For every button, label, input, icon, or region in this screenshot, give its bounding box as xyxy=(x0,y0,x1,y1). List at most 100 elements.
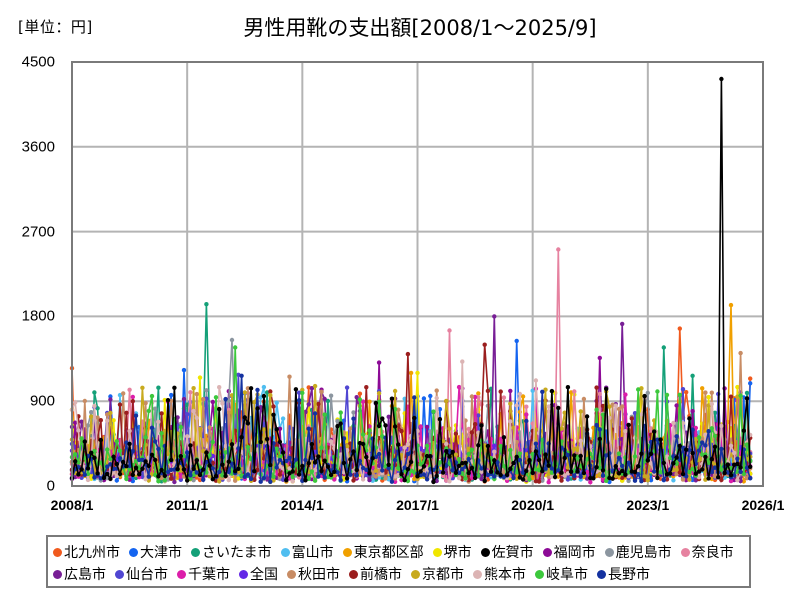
legend-item: 鹿児島市 xyxy=(604,542,672,562)
data-point xyxy=(565,452,571,458)
data-point xyxy=(92,455,97,460)
data-point xyxy=(309,455,315,461)
data-point xyxy=(245,421,251,426)
data-point xyxy=(632,411,638,416)
data-point xyxy=(322,396,327,402)
data-point xyxy=(156,446,161,452)
data-point xyxy=(668,471,673,476)
data-point xyxy=(476,443,481,448)
data-point xyxy=(117,448,123,453)
data-point xyxy=(620,404,625,409)
legend-item: 堺市 xyxy=(432,542,472,562)
data-point xyxy=(351,449,356,454)
data-point xyxy=(146,474,151,479)
data-point xyxy=(517,475,523,480)
data-point xyxy=(428,393,433,399)
data-point xyxy=(127,463,132,469)
data-point xyxy=(728,478,734,484)
data-point xyxy=(520,394,526,399)
data-point xyxy=(620,463,625,469)
legend-marker-icon xyxy=(535,569,544,579)
data-point xyxy=(514,439,519,445)
data-point xyxy=(105,447,110,452)
data-point xyxy=(114,478,120,483)
data-point xyxy=(661,460,666,466)
data-point xyxy=(312,460,318,465)
data-point xyxy=(223,473,228,479)
data-point xyxy=(322,458,327,463)
data-point xyxy=(236,446,241,451)
data-point xyxy=(156,474,161,479)
data-point xyxy=(309,386,315,391)
data-point xyxy=(82,472,88,477)
data-point xyxy=(274,427,279,432)
data-point xyxy=(188,390,193,395)
data-point xyxy=(124,476,129,482)
legend-item: 熊本市 xyxy=(473,564,526,584)
data-point xyxy=(130,472,135,477)
data-point xyxy=(360,477,366,482)
data-point xyxy=(344,476,350,481)
data-point xyxy=(306,461,311,466)
data-point xyxy=(133,465,139,470)
data-point xyxy=(562,455,567,461)
data-point xyxy=(108,397,113,402)
data-point xyxy=(370,456,375,461)
data-point xyxy=(185,434,190,439)
data-point xyxy=(700,452,705,457)
data-point xyxy=(456,475,462,481)
legend-label: 前橋市 xyxy=(360,567,402,583)
data-point xyxy=(648,461,654,466)
data-point xyxy=(437,407,443,412)
data-point xyxy=(188,476,193,481)
data-point xyxy=(709,426,714,431)
data-point xyxy=(245,386,251,391)
data-point xyxy=(233,345,238,350)
data-point xyxy=(517,391,523,397)
data-point xyxy=(402,478,407,483)
legend-marker-icon xyxy=(191,547,200,557)
data-point xyxy=(472,475,478,481)
data-point xyxy=(677,392,682,397)
data-point xyxy=(204,302,209,307)
data-point xyxy=(616,451,622,456)
y-tick-label: 2700 xyxy=(21,223,55,241)
data-point xyxy=(79,436,84,441)
data-point xyxy=(613,403,618,408)
data-point xyxy=(412,395,417,400)
data-point xyxy=(735,384,740,390)
data-point xyxy=(399,472,404,477)
data-point xyxy=(418,469,423,474)
data-point xyxy=(696,469,702,474)
data-point xyxy=(744,390,750,396)
legend-label: 富山市 xyxy=(291,545,334,561)
data-point xyxy=(271,404,276,409)
data-point xyxy=(492,443,497,448)
x-tick-label: 2017/1 xyxy=(396,497,439,513)
data-point xyxy=(261,384,267,390)
data-point xyxy=(338,477,343,483)
data-point xyxy=(332,469,337,474)
data-point xyxy=(546,480,551,485)
data-point xyxy=(344,385,350,390)
data-point xyxy=(706,460,711,466)
data-point xyxy=(376,360,382,365)
data-point xyxy=(453,452,459,457)
data-point xyxy=(108,410,113,416)
data-point xyxy=(456,470,462,476)
legend-marker-icon xyxy=(287,569,296,579)
data-point xyxy=(444,441,449,447)
legend-item: 千葉市 xyxy=(177,564,230,584)
data-point xyxy=(527,458,532,463)
legend-marker-icon xyxy=(115,569,124,579)
data-point xyxy=(274,446,279,451)
data-point xyxy=(581,470,587,476)
data-point xyxy=(165,469,171,475)
data-point xyxy=(348,457,353,462)
legend-marker-icon xyxy=(53,547,62,557)
data-point xyxy=(684,447,689,452)
legend-item: 広島市 xyxy=(53,564,106,584)
data-point xyxy=(495,460,500,465)
data-point xyxy=(616,455,622,461)
